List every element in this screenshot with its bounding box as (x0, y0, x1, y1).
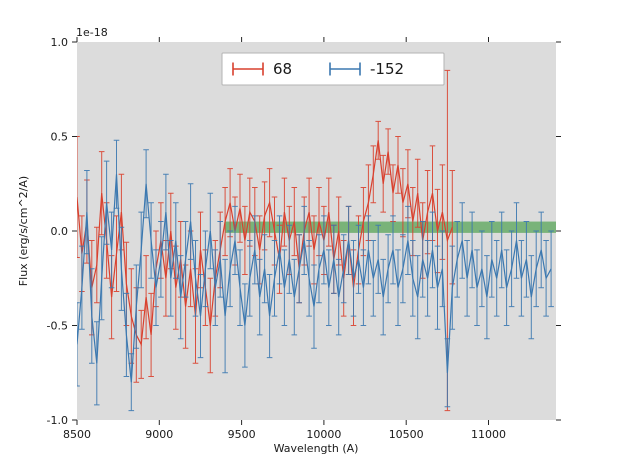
series-blue (77, 139, 554, 412)
legend-label-minus152: -152 (370, 60, 404, 78)
y-axis-offset-label: 1e-18 (76, 26, 108, 39)
y-tick-label: -1.0 (47, 414, 68, 427)
x-axis-title: Wavelength (A) (274, 442, 359, 455)
x-tick-label: 11000 (471, 428, 506, 441)
x-tick-label: 10000 (306, 428, 341, 441)
spectrum-line (77, 140, 453, 347)
reference-band-layer (225, 221, 556, 233)
y-tick-label: -0.5 (47, 320, 68, 333)
x-tick-label: 10500 (389, 428, 424, 441)
errorbar-glyph-red (232, 62, 264, 76)
legend-entry-minus152: -152 (329, 60, 404, 78)
spectrum-line (77, 174, 552, 383)
tick-labels-layer: 8500 9000 9500 10000 10500 11000 -1.0 -0.5 0.0 0.… (47, 36, 506, 441)
errorbar-glyph-blue (329, 62, 361, 76)
reference-band (225, 221, 556, 233)
legend-entry-68: 68 (232, 60, 292, 78)
data-series-layer (77, 69, 554, 412)
tick-marks (72, 37, 561, 425)
y-tick-label: 1.0 (51, 36, 69, 49)
legend-label-68: 68 (273, 60, 292, 78)
x-tick-label: 8500 (63, 428, 91, 441)
x-tick-label: 9000 (145, 428, 173, 441)
y-tick-label: 0.5 (51, 131, 69, 144)
legend: 68 -152 (221, 52, 445, 86)
axis-ticks-layer (72, 37, 561, 425)
y-tick-label: 0.0 (51, 225, 69, 238)
x-tick-label: 9500 (228, 428, 256, 441)
y-axis-title: Flux (erg/s/cm^2/A) (17, 176, 30, 286)
